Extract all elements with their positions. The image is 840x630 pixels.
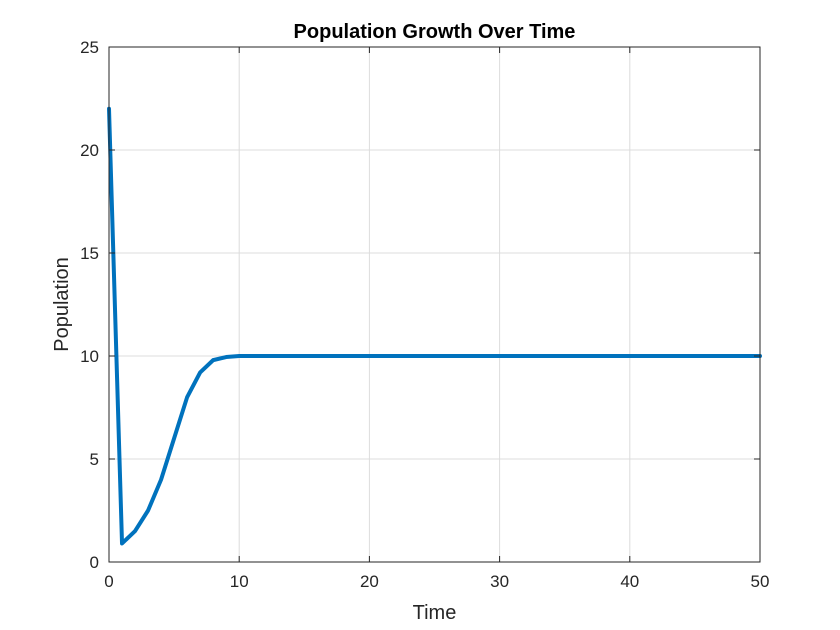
tick-layer: 0 10 20 30 40 50 0 5 10 15 20 25 — [80, 38, 769, 591]
chart-title: Population Growth Over Time — [294, 21, 576, 43]
x-tick-label: 30 — [490, 572, 509, 591]
x-tick-label: 0 — [104, 572, 113, 591]
series-line — [107, 106, 762, 546]
y-tick-label: 5 — [90, 450, 99, 469]
y-tick-label: 25 — [80, 38, 99, 57]
x-tick-label: 40 — [620, 572, 639, 591]
y-tick-label: 0 — [90, 553, 99, 572]
y-tick-label: 20 — [80, 141, 99, 160]
plot-area-frame — [108, 46, 761, 563]
x-axis-label: Time — [413, 602, 457, 624]
grid-layer — [109, 47, 760, 562]
series-layer — [107, 106, 762, 546]
x-tick-label: 20 — [360, 572, 379, 591]
x-tick-label: 50 — [751, 572, 770, 591]
y-tick-label: 10 — [80, 347, 99, 366]
x-tick-label: 10 — [230, 572, 249, 591]
y-axis-label: Population — [51, 257, 73, 352]
y-tick-label: 15 — [80, 244, 99, 263]
